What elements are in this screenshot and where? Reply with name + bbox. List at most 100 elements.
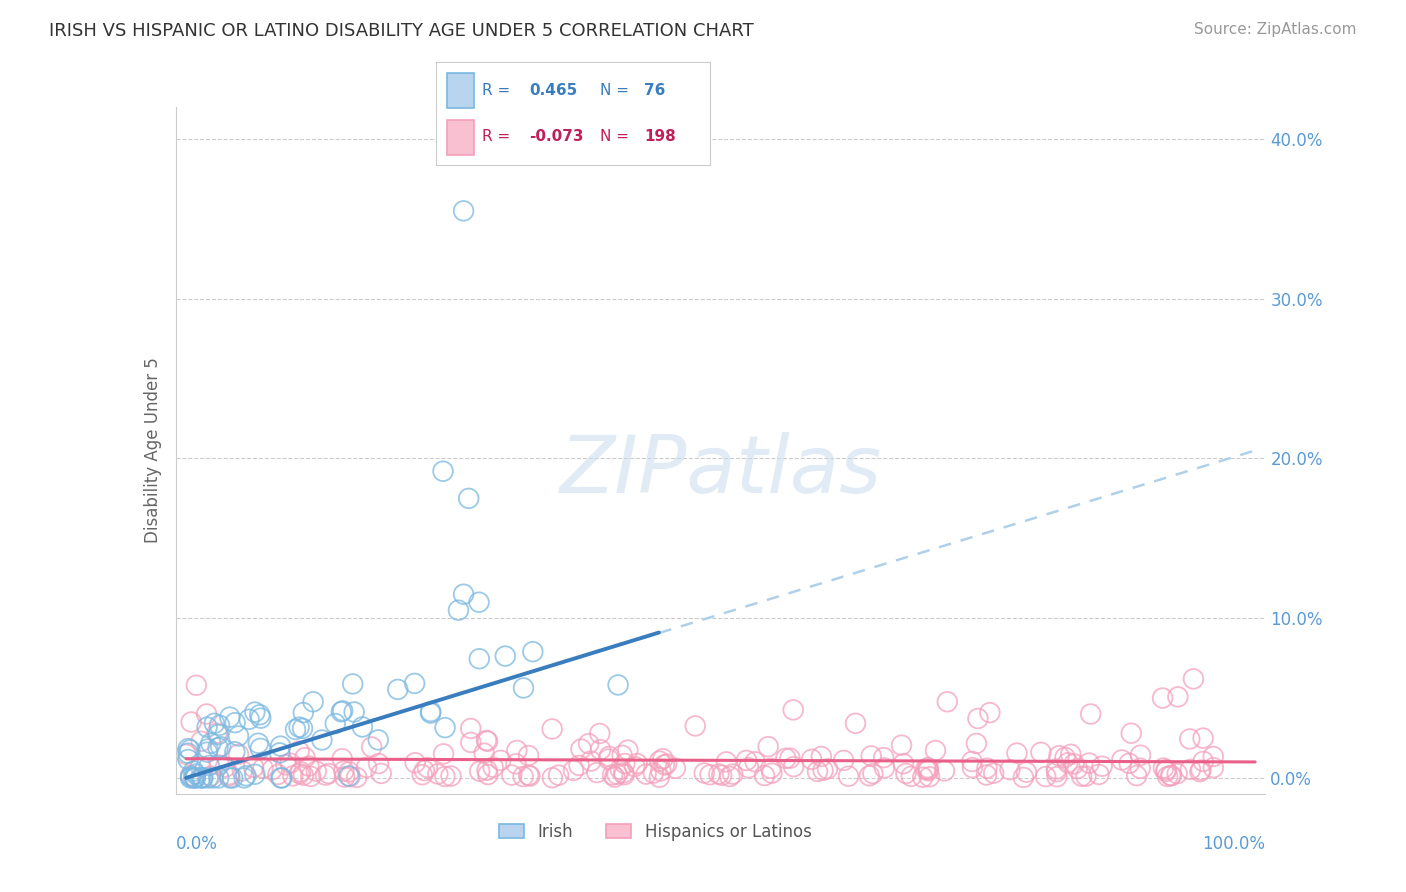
Point xyxy=(337,769,360,783)
Point xyxy=(522,645,544,659)
Text: 0.465: 0.465 xyxy=(529,83,578,97)
Point xyxy=(284,723,307,737)
Point xyxy=(419,705,441,719)
Point xyxy=(643,766,665,780)
Point xyxy=(233,771,256,785)
Point xyxy=(810,749,832,764)
Point xyxy=(737,761,759,775)
Point xyxy=(184,771,207,785)
Point xyxy=(186,678,208,692)
Point xyxy=(1118,756,1140,771)
Point xyxy=(775,751,797,765)
Point xyxy=(413,764,436,778)
Point xyxy=(578,737,600,751)
Point xyxy=(1091,759,1114,773)
Point xyxy=(603,770,626,784)
Point xyxy=(589,726,612,740)
Point xyxy=(917,764,939,778)
Point xyxy=(475,764,498,778)
Point xyxy=(1074,769,1097,783)
Text: 76: 76 xyxy=(644,83,665,97)
Point xyxy=(721,767,744,781)
Point xyxy=(506,743,529,757)
Point xyxy=(718,769,741,783)
Point xyxy=(832,753,855,767)
Point xyxy=(1192,755,1215,769)
Point xyxy=(547,768,569,782)
Point xyxy=(960,755,983,769)
Point xyxy=(779,751,801,765)
Point xyxy=(387,682,409,697)
Point xyxy=(1121,726,1143,740)
Point xyxy=(650,764,672,778)
Point xyxy=(475,733,498,747)
Point xyxy=(447,603,470,617)
Text: N =: N = xyxy=(600,83,630,97)
Point xyxy=(190,759,212,773)
Point xyxy=(1015,765,1038,780)
Point xyxy=(1152,691,1174,706)
Point xyxy=(655,757,678,772)
Point xyxy=(190,771,212,785)
Point xyxy=(838,769,860,783)
Point xyxy=(460,735,482,749)
Point xyxy=(288,744,311,758)
Point xyxy=(208,718,231,732)
Point xyxy=(858,769,880,783)
Text: R =: R = xyxy=(482,128,510,144)
Point xyxy=(900,769,922,783)
Point xyxy=(1053,750,1076,764)
Point xyxy=(744,755,766,769)
Point xyxy=(1180,763,1202,777)
Point xyxy=(214,760,236,774)
Point xyxy=(893,756,915,771)
Point xyxy=(330,752,353,766)
Point xyxy=(979,706,1001,720)
Point xyxy=(191,771,214,785)
Point xyxy=(1125,769,1147,783)
Point xyxy=(207,740,229,755)
Point xyxy=(710,768,733,782)
Point xyxy=(195,706,218,721)
Point xyxy=(332,704,354,718)
Point xyxy=(183,764,205,778)
Point xyxy=(370,766,392,780)
Point xyxy=(1057,756,1080,770)
Point xyxy=(707,767,730,781)
Point xyxy=(917,763,939,777)
Point xyxy=(477,767,499,781)
Point xyxy=(468,764,491,779)
Point xyxy=(288,720,311,734)
Point xyxy=(218,769,240,783)
Point xyxy=(200,736,222,750)
Point xyxy=(288,766,311,780)
Point xyxy=(1078,756,1101,770)
Point xyxy=(683,719,706,733)
Point xyxy=(179,771,201,785)
Point xyxy=(205,726,228,740)
Point xyxy=(623,759,645,773)
Point xyxy=(1129,748,1152,763)
Point xyxy=(613,767,636,781)
Point xyxy=(1070,769,1092,783)
Point xyxy=(626,756,648,771)
Point xyxy=(934,764,956,778)
Point xyxy=(477,734,499,748)
Point xyxy=(844,716,866,731)
Legend: Irish, Hispanics or Latinos: Irish, Hispanics or Latinos xyxy=(492,816,818,847)
Point xyxy=(1129,761,1152,775)
Point xyxy=(339,770,361,784)
Point xyxy=(811,764,834,778)
Point xyxy=(432,747,454,761)
Point xyxy=(352,720,374,734)
Point xyxy=(433,770,456,784)
Point xyxy=(434,721,457,735)
Point xyxy=(1060,747,1083,762)
Point xyxy=(292,768,315,782)
Point xyxy=(1178,731,1201,746)
Point xyxy=(302,695,325,709)
Point xyxy=(1167,690,1189,704)
Point xyxy=(1160,769,1182,783)
Point xyxy=(517,768,540,782)
Point xyxy=(613,756,636,771)
